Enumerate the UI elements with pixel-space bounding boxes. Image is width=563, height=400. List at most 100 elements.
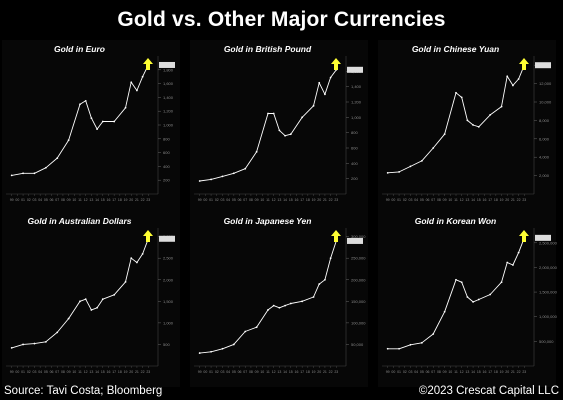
x-tick-label: 22 [329, 370, 333, 374]
data-point [409, 165, 412, 168]
x-tick-label: 04 [226, 198, 230, 202]
x-tick-label: 09 [255, 370, 259, 374]
x-tick-label: 11 [454, 198, 458, 202]
x-tick-label: 02 [403, 370, 407, 374]
x-tick-label: 12 [272, 198, 276, 202]
x-tick-label: 15 [477, 370, 481, 374]
x-tick-label: 03 [33, 198, 37, 202]
y-tick-label: 200 [351, 176, 358, 181]
x-tick-label: 11 [78, 198, 82, 202]
y-tick-label: 500,000 [539, 339, 554, 344]
y-tick-label: 1,200 [163, 109, 174, 114]
x-tick-label: 19 [500, 198, 504, 202]
data-point [272, 304, 275, 307]
y-tick-label: 200 [163, 178, 170, 183]
x-tick-label: 12 [84, 198, 88, 202]
data-point [289, 302, 292, 305]
series-line [11, 238, 149, 349]
y-tick-label: 2,000 [163, 277, 174, 282]
data-point [267, 309, 269, 311]
y-tick-label: 200,000 [351, 277, 366, 282]
x-tick-label: 14 [95, 370, 99, 374]
data-point [221, 347, 224, 350]
data-point [500, 281, 503, 284]
up-arrow-icon [143, 58, 153, 70]
x-tick-label: 16 [483, 198, 487, 202]
data-point [44, 166, 47, 169]
x-tick-label: 18 [306, 370, 310, 374]
x-tick-label: 14 [95, 198, 99, 202]
x-tick-label: 21 [323, 198, 327, 202]
x-tick-label: 03 [221, 370, 225, 374]
x-tick-label: 21 [135, 370, 139, 374]
gold-in-korean-won-chart: 500,000 1,000,000 1,500,000 2,000,000 2,500,… [382, 228, 558, 374]
data-point [443, 310, 446, 313]
x-tick-label: 18 [118, 198, 122, 202]
series-line [387, 65, 525, 174]
x-tick-label: 18 [494, 198, 498, 202]
series-line [199, 69, 337, 182]
y-tick-label: 1,000 [163, 123, 174, 128]
x-tick-label: 11 [78, 370, 82, 374]
data-point [289, 133, 292, 136]
data-point [79, 300, 81, 303]
y-tick-label: 1,400 [163, 95, 174, 100]
panel-title: Gold in Australian Dollars [27, 216, 132, 226]
source-note: Source: Tavi Costa; Bloomberg [4, 385, 163, 397]
data-point [455, 91, 457, 94]
y-tick-label: 500 [163, 342, 170, 347]
data-point [312, 104, 315, 107]
x-tick-label: 01 [397, 198, 401, 202]
x-tick-label: 13 [277, 370, 281, 374]
y-tick-label: 600 [163, 150, 170, 155]
data-point [113, 120, 116, 123]
copyright-note: ©2023 Crescat Capital LLC [418, 385, 559, 397]
data-point [124, 106, 127, 109]
x-tick-label: 13 [465, 370, 469, 374]
x-tick-label: 08 [249, 370, 253, 374]
x-tick-label: 04 [226, 370, 230, 374]
y-tick-label: 1,000,000 [539, 314, 558, 319]
data-point [198, 180, 201, 182]
data-point [318, 283, 321, 285]
panel-title: Gold in Korean Won [414, 216, 497, 226]
data-point [409, 343, 412, 346]
data-point [386, 171, 389, 174]
data-point [79, 103, 81, 106]
data-point [22, 172, 24, 175]
data-point [210, 350, 212, 353]
gold-in-euro-panel: 200 400 600 800 1,000 1,200 1,400 1,600 1,800 99 0… [2, 40, 180, 215]
gold-in-british-pound-panel: 2004006008001,0001,2001,4001,60099000102… [190, 40, 368, 215]
x-tick-label: 10 [448, 198, 452, 202]
data-point [10, 174, 13, 177]
data-point [84, 298, 87, 301]
x-tick-label: 01 [209, 198, 213, 202]
last-value-tag [159, 61, 175, 68]
x-tick-label: 23 [522, 370, 526, 374]
y-tick-label: 1,600 [163, 81, 174, 86]
gold-in-korean-won-panel: 500,000 1,000,000 1,500,000 2,000,000 2,500,… [378, 212, 558, 387]
x-tick-label: 09 [67, 370, 71, 374]
x-tick-label: 19 [500, 370, 504, 374]
data-point [255, 150, 258, 153]
x-tick-label: 99 [386, 370, 390, 374]
x-tick-label: 01 [21, 370, 25, 374]
x-tick-label: 23 [334, 370, 338, 374]
data-point [113, 293, 116, 296]
data-point [278, 129, 281, 132]
x-tick-label: 11 [266, 198, 270, 202]
series-line [199, 240, 337, 354]
data-point [141, 75, 144, 78]
data-point [10, 346, 13, 349]
data-point [477, 298, 480, 301]
x-tick-label: 21 [135, 198, 139, 202]
series-line [387, 237, 525, 350]
x-tick-label: 14 [283, 370, 287, 374]
last-value-tag [347, 237, 363, 244]
x-tick-label: 05 [420, 370, 424, 374]
y-tick-label: 6,000 [539, 136, 550, 141]
gold-in-british-pound-chart: 2004006008001,0001,2001,4001,60099000102… [194, 56, 363, 202]
x-tick-label: 13 [89, 198, 93, 202]
data-point [90, 117, 93, 119]
x-tick-label: 15 [289, 370, 293, 374]
